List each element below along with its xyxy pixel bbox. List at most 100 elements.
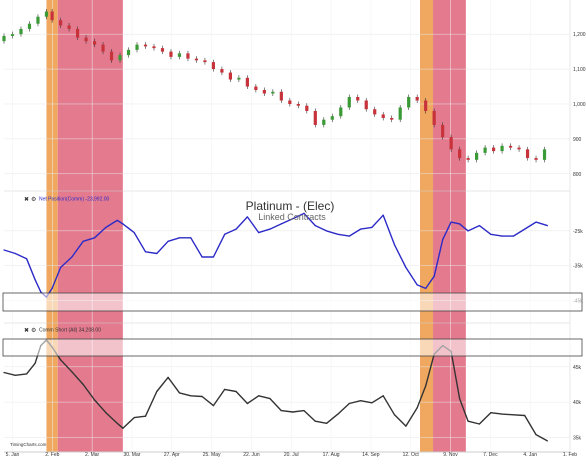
x-tick-label: 2. Feb — [45, 452, 59, 458]
net-position-point — [459, 223, 461, 225]
chart-subtitle: Linked Contracts — [258, 212, 326, 222]
candle-body — [84, 37, 88, 42]
legend-settings-icon[interactable]: ⚙ — [31, 196, 36, 203]
candle-body — [92, 41, 97, 45]
x-tick-label: 1. Feb — [563, 452, 577, 458]
legend-close-icon[interactable]: ✖ — [24, 196, 29, 203]
comm-short-point — [459, 397, 461, 400]
candle-body — [483, 147, 487, 153]
comm-short-point — [93, 399, 96, 401]
candle-body — [288, 100, 292, 104]
candle-body — [458, 149, 462, 159]
comm-short-point — [382, 395, 384, 397]
x-tick-label: 14. Sep — [362, 452, 379, 458]
comm-short-point — [478, 423, 481, 425]
selection-box-lower[interactable] — [2, 338, 583, 357]
net-position-point — [393, 244, 396, 246]
comm-short-point — [122, 427, 124, 429]
candle-body — [296, 103, 300, 106]
net-position-point — [348, 235, 350, 237]
x-tick-label: 2. Mar — [85, 452, 100, 458]
x-tick-label: 4. Jan — [523, 452, 537, 458]
comm-short-point — [178, 392, 181, 394]
comm-short-point — [269, 397, 271, 400]
net-position-point — [246, 216, 248, 218]
comm-short-point — [535, 433, 537, 436]
comm-short-point — [280, 409, 282, 412]
legend-close-icon[interactable]: ✖ — [24, 327, 29, 334]
comm-short-point — [224, 388, 226, 391]
candle-body — [177, 53, 182, 57]
y-tick-label: -25k — [573, 229, 583, 235]
candle-body — [228, 72, 232, 80]
candle-body — [330, 116, 334, 120]
comm-short-point — [326, 422, 328, 424]
comm-short-point — [105, 412, 107, 414]
watermark: TimingCharts.com — [10, 442, 47, 447]
x-tick-label: 7. Dec — [483, 452, 498, 458]
candle-body — [126, 49, 131, 56]
candle-body — [10, 34, 15, 36]
candle-body — [339, 107, 343, 117]
net-position-point — [82, 240, 84, 242]
comm-short-point — [546, 440, 548, 442]
candle-body — [356, 97, 360, 101]
net-position-legend-label: Net Position(Comm) -23,992.00 — [39, 197, 110, 203]
candle-body — [313, 110, 317, 125]
net-position-point — [93, 237, 96, 239]
comm-short-point — [416, 407, 418, 409]
net-position-point — [546, 225, 548, 227]
net-position-point — [178, 237, 181, 239]
net-position-legend: ✖ ⚙ Net Position(Comm) -23,992.00 — [24, 196, 110, 203]
legend-settings-icon[interactable]: ⚙ — [31, 327, 36, 334]
net-position-point — [60, 266, 62, 269]
candle-body — [118, 55, 122, 61]
candle-body — [109, 51, 114, 61]
y-tick-label: 800 — [573, 172, 582, 178]
net-position-point — [337, 233, 339, 235]
candle-body — [508, 145, 513, 148]
candle-body — [135, 44, 139, 50]
y-tick-label: 35k — [573, 435, 582, 441]
candle-body — [305, 105, 309, 111]
net-position-point — [292, 218, 294, 220]
selection-box-upper[interactable] — [2, 292, 583, 312]
net-position-point — [416, 284, 418, 286]
comm-short-point — [235, 390, 237, 393]
x-tick-label: 22. Jun — [243, 452, 260, 458]
comm-short-point — [303, 409, 305, 412]
highlight-band — [57, 0, 123, 452]
x-tick-label: 12. Oct — [403, 452, 420, 458]
candle-body — [101, 44, 105, 52]
net-position-point — [258, 232, 260, 234]
comm-short-point — [314, 420, 316, 422]
candle-body — [491, 147, 496, 152]
candle-body — [50, 11, 54, 21]
net-position-point — [133, 232, 135, 234]
net-position-point — [326, 230, 328, 232]
comm-short-point — [167, 376, 169, 379]
candle-body — [373, 109, 377, 115]
net-position-point — [3, 249, 5, 251]
net-position-point — [478, 225, 481, 227]
candle-body — [517, 147, 521, 150]
comm-short-point — [467, 420, 469, 422]
candle-body — [381, 114, 385, 118]
candle-body — [398, 107, 402, 120]
y-tick-label: -35k — [573, 264, 583, 270]
net-position-point — [512, 235, 515, 237]
candle-body — [534, 158, 538, 160]
net-position-point — [51, 287, 53, 289]
net-position-point — [224, 233, 226, 235]
net-position-point — [433, 275, 435, 277]
candle-body — [2, 35, 6, 42]
net-position-point — [442, 238, 444, 241]
candle-body — [237, 77, 241, 80]
comm-short-point — [490, 412, 492, 414]
net-position-point — [371, 226, 373, 228]
net-position-point — [524, 228, 526, 230]
candle-body — [59, 20, 63, 26]
candle-body — [432, 110, 436, 125]
comm-short-point — [359, 400, 362, 402]
comm-short-point — [71, 371, 73, 373]
